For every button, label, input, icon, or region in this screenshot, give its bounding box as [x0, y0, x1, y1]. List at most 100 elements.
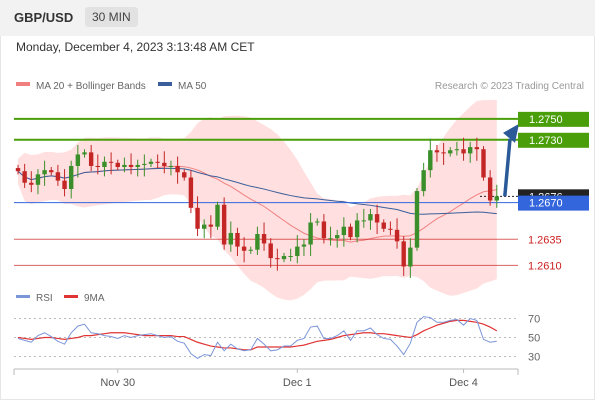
candle-body	[122, 164, 127, 168]
candle-body	[175, 165, 180, 173]
resistance-level-label: 1.2730	[529, 135, 563, 147]
candle-body	[315, 221, 320, 223]
candle-body	[102, 161, 107, 168]
rsi-9ma-line	[17, 319, 498, 351]
candle-body	[481, 149, 486, 178]
resistance-level-label: 1.2750	[529, 114, 563, 126]
candle-body	[374, 214, 380, 223]
ma20-legend-label: MA 20 + Bollinger Bands	[36, 81, 146, 92]
instrument-pair: GBP/USD	[14, 10, 74, 25]
candle-body	[22, 171, 27, 183]
candle-body	[142, 163, 147, 165]
forecast-arrow-head	[503, 123, 519, 143]
candle-body	[88, 152, 94, 166]
candle-body	[354, 220, 360, 238]
candle-body	[448, 150, 453, 154]
rsi-panel: 70 50 30	[14, 314, 540, 364]
candle-body	[128, 164, 134, 168]
candle-body	[182, 172, 187, 178]
candle-body	[361, 220, 366, 222]
timeframe-badge[interactable]: 30 MIN	[85, 7, 138, 27]
rsi-legend-label: RSI	[36, 293, 53, 304]
candle-body	[35, 174, 41, 185]
resistance-level-tag	[518, 111, 589, 127]
candle-body	[301, 244, 307, 247]
candle-body	[414, 191, 420, 248]
candle-body	[208, 224, 214, 227]
candle-body	[75, 154, 81, 166]
candle-body	[295, 246, 300, 257]
pivot-level-label: 1.2670	[529, 198, 563, 210]
candle-body	[15, 168, 21, 172]
header-bar: GBP/USD 30 MIN	[0, 0, 595, 36]
candle-body	[195, 207, 200, 229]
candle-body	[248, 249, 253, 251]
candle-body	[62, 180, 67, 189]
candle-body	[108, 161, 114, 163]
candle-body	[394, 229, 400, 242]
support-level-label: 1.2610	[528, 260, 562, 272]
rsi-tick-label: 30	[528, 352, 540, 364]
candle-body	[188, 177, 194, 208]
resistance-level-tag	[518, 132, 589, 148]
candle-body	[494, 196, 499, 201]
candle-body	[474, 147, 480, 150]
candle-body	[428, 150, 433, 171]
candle-body	[335, 235, 340, 239]
candle-body	[255, 234, 260, 250]
candle-body	[381, 222, 386, 229]
candle-body	[281, 256, 287, 260]
candle-body	[95, 165, 100, 168]
x-axis: Nov 30 Dec 1 Dec 4	[13, 369, 519, 389]
forecast-arrow	[503, 123, 519, 197]
candle-body	[368, 214, 373, 221]
candle-body	[202, 224, 207, 229]
x-axis-tick-label: Dec 1	[283, 377, 312, 389]
candle-body	[308, 222, 313, 245]
timestamp: Monday, December 4, 2023 3:13:48 AM CET	[16, 40, 255, 54]
candle-body	[235, 232, 240, 247]
candle-body	[69, 165, 74, 189]
candle-body	[288, 256, 293, 258]
candle-body	[55, 172, 61, 181]
candle-body	[341, 226, 347, 236]
rsi-tick-label: 70	[528, 314, 540, 326]
support-level-label: 1.2635	[528, 234, 562, 246]
candle-body	[241, 246, 247, 251]
candle-body	[321, 221, 327, 239]
candle-body	[42, 170, 47, 175]
candle-body	[487, 177, 493, 201]
rsi-line	[17, 316, 497, 359]
candle-body	[115, 162, 120, 168]
candle-body	[49, 170, 54, 173]
candle-body	[29, 182, 34, 185]
forecast-arrow-shaft	[503, 138, 512, 197]
candle-body	[275, 258, 280, 260]
candle-body	[408, 247, 413, 267]
ma9-legend-label: 9MA	[84, 293, 105, 304]
ma9-legend-swatch	[64, 295, 78, 298]
rsi-legend-swatch	[16, 295, 30, 298]
candle-body	[261, 234, 267, 244]
x-axis-tick-label: Dec 4	[449, 377, 478, 389]
candle-body	[441, 152, 446, 154]
candle-body	[461, 149, 466, 154]
candle-body	[401, 241, 406, 267]
candle-body	[348, 226, 353, 238]
candle-body	[421, 170, 426, 192]
credit-text: Research © 2023 Trading Central	[435, 81, 584, 92]
candle-body	[135, 164, 140, 168]
candle-body	[215, 204, 220, 227]
ma20-legend-swatch	[16, 82, 30, 86]
rsi-tick-label: 50	[528, 333, 540, 345]
candle-body	[454, 149, 460, 151]
candle-body	[388, 228, 393, 230]
candle-body	[148, 161, 154, 164]
candle-body	[434, 150, 440, 153]
candle-body	[221, 204, 227, 245]
candlesticks	[15, 137, 499, 278]
bollinger-bands	[18, 99, 497, 301]
bollinger-band-area	[18, 99, 497, 301]
